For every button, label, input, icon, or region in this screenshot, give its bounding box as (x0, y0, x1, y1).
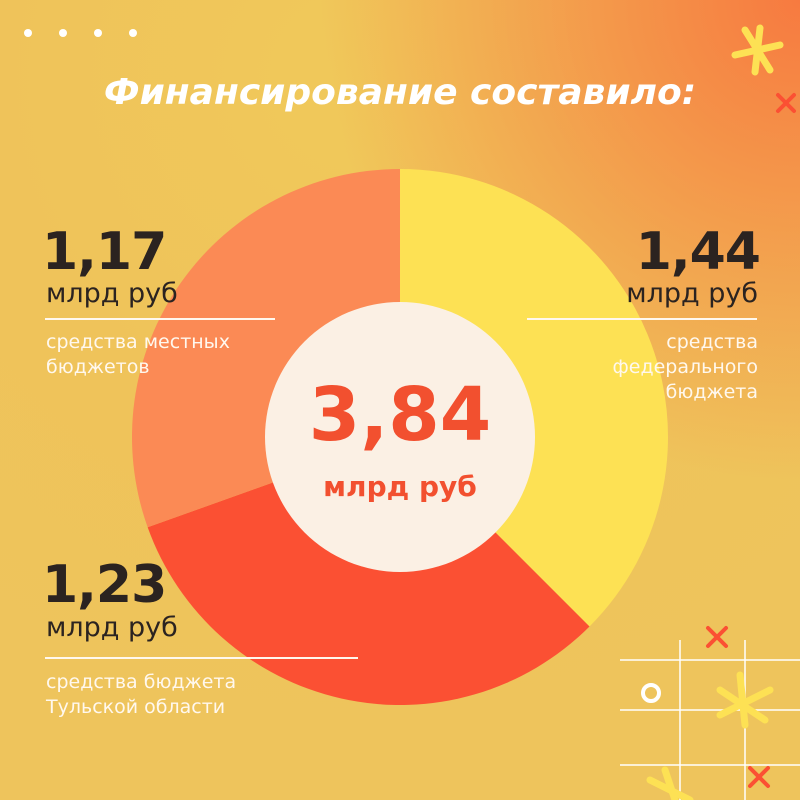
value-label: 1,17 (42, 222, 167, 282)
category-label: средства федерального бюджета (612, 331, 758, 403)
donut-segment (147, 437, 590, 705)
divider (45, 657, 358, 659)
value-label: 1,23 (42, 555, 167, 615)
star (646, 671, 774, 800)
category-label: средства местных бюджетов (46, 331, 230, 378)
donut-segment (400, 169, 668, 627)
value-label: 1,44 (635, 222, 761, 282)
star (731, 24, 784, 76)
cross (706, 93, 796, 788)
category-label: средства бюджета Тульской области (46, 671, 237, 718)
total-value: 3,84 (308, 372, 492, 458)
divider (45, 318, 275, 320)
total-unit: млрд руб (323, 470, 477, 503)
unit-label: млрд руб (626, 278, 758, 309)
donut-center (265, 302, 535, 572)
title: Финансирование составило: (103, 72, 697, 113)
dots (24, 29, 137, 37)
divider (527, 318, 757, 320)
unit-label: млрд руб (46, 612, 178, 643)
ring-decoration (641, 683, 661, 703)
unit-label: млрд руб (46, 278, 178, 309)
